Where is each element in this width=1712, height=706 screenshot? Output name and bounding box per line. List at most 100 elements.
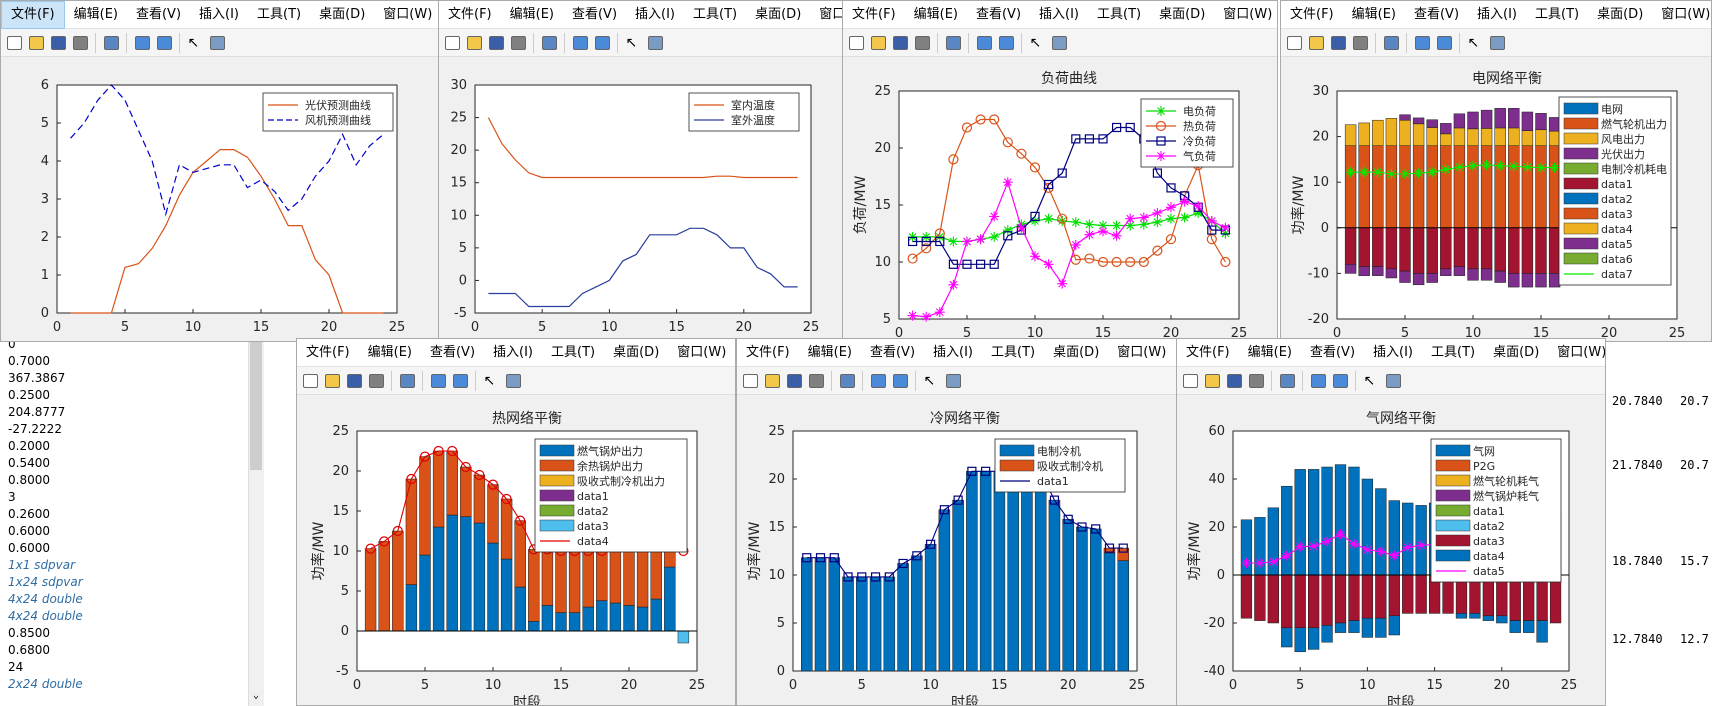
pointer-icon[interactable]: ↖: [1363, 372, 1376, 389]
insert-legend-icon[interactable]: [1329, 370, 1351, 392]
menu-item[interactable]: 窗口(W): [1661, 6, 1711, 22]
insert-colorbar-icon[interactable]: [569, 32, 591, 54]
workspace-value[interactable]: 204.8777: [8, 405, 66, 419]
menu-item[interactable]: 窗口(W): [1557, 344, 1606, 360]
workspace-value[interactable]: 24: [8, 660, 24, 674]
pointer-icon[interactable]: ↖: [1029, 34, 1042, 51]
figure-window[interactable]: 文件(F)编辑(E)查看(V)插入(I)工具(T)桌面(D)窗口(W)帮助(H)…: [0, 0, 440, 342]
menu-item[interactable]: 插入(I): [493, 344, 534, 360]
new-figure-icon[interactable]: [441, 32, 463, 54]
menu-item[interactable]: 桌面(D): [755, 6, 802, 22]
insert-colorbar-icon[interactable]: [973, 32, 995, 54]
menu-item[interactable]: 编辑(E): [1351, 6, 1396, 22]
link-icon[interactable]: [538, 32, 560, 54]
insert-legend-icon[interactable]: [995, 32, 1017, 54]
menu-item[interactable]: 查看(V): [571, 6, 618, 22]
workspace-value[interactable]: 4x24 double: [8, 609, 83, 623]
pointer-icon[interactable]: ↖: [483, 372, 496, 389]
insert-colorbar-icon[interactable]: [1411, 32, 1433, 54]
workspace-value[interactable]: 4x24 double: [8, 592, 83, 606]
menu-item[interactable]: 查看(V): [1309, 344, 1356, 360]
print-icon[interactable]: [805, 370, 827, 392]
figure-window[interactable]: 文件(F)编辑(E)查看(V)插入(I)工具(T)桌面(D)窗口(W)帮助(H)…: [438, 0, 848, 342]
workspace-value[interactable]: 0.8000: [8, 473, 50, 487]
insert-colorbar-icon[interactable]: [867, 370, 889, 392]
menu-item[interactable]: 工具(T): [1535, 6, 1580, 22]
menu-item[interactable]: 窗口(W): [1223, 6, 1273, 22]
print-icon[interactable]: [69, 32, 91, 54]
menu-item[interactable]: 窗口(W): [1117, 344, 1167, 360]
menu-item[interactable]: 窗口(W): [383, 6, 433, 22]
property-inspector-icon[interactable]: [942, 370, 964, 392]
menu-item[interactable]: 文件(F): [746, 344, 790, 360]
workspace-value[interactable]: 1x1 sdpvar: [8, 558, 76, 572]
open-file-icon[interactable]: [867, 32, 889, 54]
menu-item[interactable]: 插入(I): [199, 6, 240, 22]
property-inspector-icon[interactable]: [644, 32, 666, 54]
menu-item[interactable]: 文件(F): [1290, 6, 1334, 22]
workspace-value[interactable]: 367.3867: [8, 371, 66, 385]
workspace-value[interactable]: 1x24 sdpvar: [8, 575, 83, 589]
link-icon[interactable]: [396, 370, 418, 392]
property-inspector-icon[interactable]: [1048, 32, 1070, 54]
figure-window[interactable]: 文件(F)编辑(E)查看(V)插入(I)工具(T)桌面(D)窗口(W)帮助(H)…: [736, 338, 1178, 706]
menu-item[interactable]: 插入(I): [1373, 344, 1414, 360]
menu-item[interactable]: 插入(I): [1039, 6, 1080, 22]
menu-item[interactable]: 文件(F): [852, 6, 896, 22]
insert-legend-icon[interactable]: [889, 370, 911, 392]
scrollbar-thumb[interactable]: [250, 340, 262, 470]
open-file-icon[interactable]: [761, 370, 783, 392]
new-figure-icon[interactable]: [1283, 32, 1305, 54]
menu-item[interactable]: 工具(T): [991, 344, 1036, 360]
menu-item[interactable]: 桌面(D): [1597, 6, 1644, 22]
menu-item[interactable]: 桌面(D): [1053, 344, 1100, 360]
workspace-value[interactable]: -27.2222: [8, 422, 62, 436]
workspace-value[interactable]: 0.6000: [8, 524, 50, 538]
new-figure-icon[interactable]: [3, 32, 25, 54]
workspace-value[interactable]: 0: [8, 337, 16, 351]
menu-item[interactable]: 编辑(E): [913, 6, 958, 22]
open-file-icon[interactable]: [1201, 370, 1223, 392]
menu-item[interactable]: 插入(I): [1477, 6, 1518, 22]
figure-window[interactable]: 文件(F)编辑(E)查看(V)插入(I)工具(T)桌面(D)窗口(W)帮助(H)…: [842, 0, 1278, 342]
menu-item[interactable]: 工具(T): [1431, 344, 1476, 360]
menu-item[interactable]: 编辑(E): [1247, 344, 1292, 360]
workspace-value[interactable]: 0.8500: [8, 626, 50, 640]
property-inspector-icon[interactable]: [1382, 370, 1404, 392]
save-icon[interactable]: [783, 370, 805, 392]
menu-item[interactable]: 桌面(D): [319, 6, 366, 22]
menu-item[interactable]: 查看(V): [429, 344, 476, 360]
workspace-value[interactable]: 2x24 double: [8, 677, 83, 691]
menu-item[interactable]: 工具(T): [551, 344, 596, 360]
property-inspector-icon[interactable]: [206, 32, 228, 54]
menu-item[interactable]: 文件(F): [1186, 344, 1230, 360]
save-icon[interactable]: [1223, 370, 1245, 392]
insert-legend-icon[interactable]: [449, 370, 471, 392]
open-file-icon[interactable]: [321, 370, 343, 392]
menu-item[interactable]: 文件(F): [1, 1, 65, 29]
menu-item[interactable]: 文件(F): [306, 344, 350, 360]
menu-item[interactable]: 编辑(E): [367, 344, 412, 360]
menu-item[interactable]: 编辑(E): [807, 344, 852, 360]
menu-item[interactable]: 工具(T): [693, 6, 738, 22]
print-icon[interactable]: [365, 370, 387, 392]
menu-item[interactable]: 桌面(D): [613, 344, 660, 360]
link-icon[interactable]: [942, 32, 964, 54]
workspace-value[interactable]: 0.5400: [8, 456, 50, 470]
insert-colorbar-icon[interactable]: [131, 32, 153, 54]
pointer-icon[interactable]: ↖: [625, 34, 638, 51]
new-figure-icon[interactable]: [1179, 370, 1201, 392]
figure-window[interactable]: 文件(F)编辑(E)查看(V)插入(I)工具(T)桌面(D)窗口(W)帮助(H)…: [296, 338, 736, 706]
open-file-icon[interactable]: [25, 32, 47, 54]
new-figure-icon[interactable]: [845, 32, 867, 54]
print-icon[interactable]: [911, 32, 933, 54]
workspace-value[interactable]: 0.2000: [8, 439, 50, 453]
workspace-value[interactable]: 0.6000: [8, 541, 50, 555]
menu-item[interactable]: 窗口(W): [819, 6, 847, 22]
workspace-value[interactable]: 3: [8, 490, 16, 504]
